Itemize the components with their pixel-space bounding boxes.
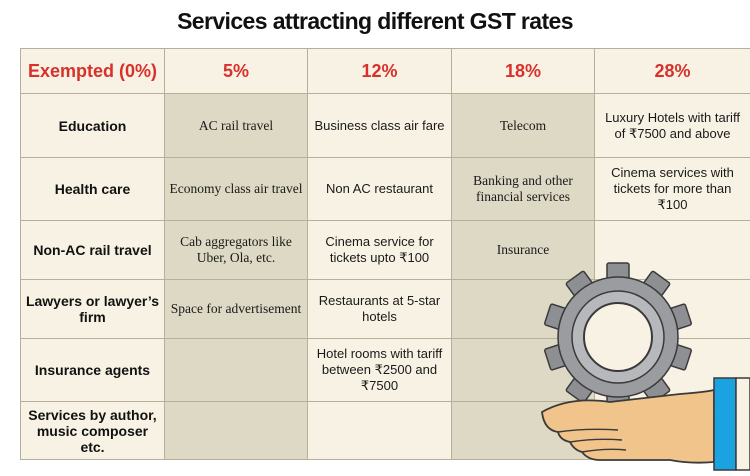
table-row: Education AC rail travel Business class …: [20, 93, 750, 158]
exempted-cell: Insurance agents: [20, 338, 165, 402]
page-title: Services attracting different GST rates: [177, 8, 573, 34]
rate-12-cell: Restaurants at 5-star hotels: [307, 279, 452, 339]
rate-12-cell: Business class air fare: [307, 93, 452, 158]
column-header-exempted: Exempted (0%): [20, 48, 165, 94]
rate-12-cell: Cinema service for tickets upto ₹100: [307, 220, 452, 280]
rate-18-cell: Insurance: [451, 220, 595, 280]
column-header-28: 28%: [594, 48, 750, 94]
exempted-cell: Education: [20, 93, 165, 158]
rate-28-cell: Cinema services with tickets for more th…: [594, 157, 750, 221]
sleeve-cuff-icon: [713, 377, 750, 471]
rate-18-cell: Telecom: [451, 93, 595, 158]
rate-12-cell: [307, 401, 452, 460]
column-header-12: 12%: [307, 48, 452, 94]
rate-12-cell: Hotel rooms with tariff between ₹2500 an…: [307, 338, 452, 402]
rate-28-cell: Luxury Hotels with tariff of ₹7500 and a…: [594, 93, 750, 158]
exempted-cell: Lawyers or lawyer’s firm: [20, 279, 165, 339]
table-row: Non-AC rail travel Cab aggregators like …: [20, 220, 750, 280]
column-header-5: 5%: [164, 48, 308, 94]
rate-5-cell: Economy class air travel: [164, 157, 308, 221]
rate-12-cell: Non AC restaurant: [307, 157, 452, 221]
column-header-18: 18%: [451, 48, 595, 94]
table-header-row: Exempted (0%) 5% 12% 18% 28%: [20, 48, 750, 94]
exempted-cell: Non-AC rail travel: [20, 220, 165, 280]
hand-icon: [541, 388, 715, 464]
rate-5-cell: [164, 401, 308, 460]
exempted-cell: Services by author, music composer etc.: [20, 401, 165, 460]
rate-5-cell: [164, 338, 308, 402]
gear-hand-illustration: [541, 262, 750, 471]
rate-5-cell: Cab aggregators like Uber, Ola, etc.: [164, 220, 308, 280]
gear-icon: [543, 262, 693, 412]
rate-5-cell: Space for advertisement: [164, 279, 308, 339]
table-row: Health care Economy class air travel Non…: [20, 157, 750, 221]
rate-18-cell: Banking and other financial services: [451, 157, 595, 221]
exempted-cell: Health care: [20, 157, 165, 221]
rate-5-cell: AC rail travel: [164, 93, 308, 158]
